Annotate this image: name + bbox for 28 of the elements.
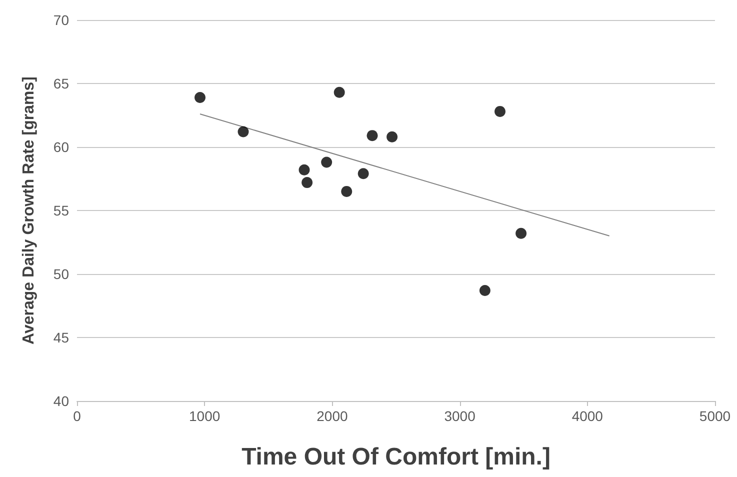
y-axis-title: Average Daily Growth Rate [grams]: [20, 76, 38, 344]
point: [386, 131, 398, 142]
point: [298, 164, 310, 176]
x-axis-title: Time Out Of Comfort [min.]: [242, 444, 550, 470]
x-tick-label: 2000: [316, 408, 348, 424]
y-tick-label: 60: [53, 139, 70, 155]
point: [334, 86, 345, 98]
point: [358, 168, 369, 180]
point: [321, 156, 332, 168]
point: [194, 92, 206, 103]
y-tick-label: 70: [53, 12, 70, 28]
y-tick-label: 65: [53, 76, 70, 92]
point: [494, 106, 506, 117]
y-tick-label: 45: [53, 330, 70, 346]
y-tick-label: 50: [53, 266, 70, 282]
point: [302, 177, 313, 188]
x-tick-label: 0: [73, 408, 82, 424]
x-tick-label: 1000: [189, 408, 220, 424]
y-tick-label: 40: [53, 393, 70, 409]
point: [479, 285, 490, 296]
point: [341, 186, 352, 197]
point: [516, 228, 527, 239]
x-tick-label: 3000: [444, 408, 476, 424]
y-tick-label: 55: [53, 202, 70, 218]
point: [238, 126, 249, 138]
x-tick-label: 5000: [699, 408, 731, 424]
point: [366, 130, 378, 142]
x-tick-label: 4000: [572, 408, 604, 424]
